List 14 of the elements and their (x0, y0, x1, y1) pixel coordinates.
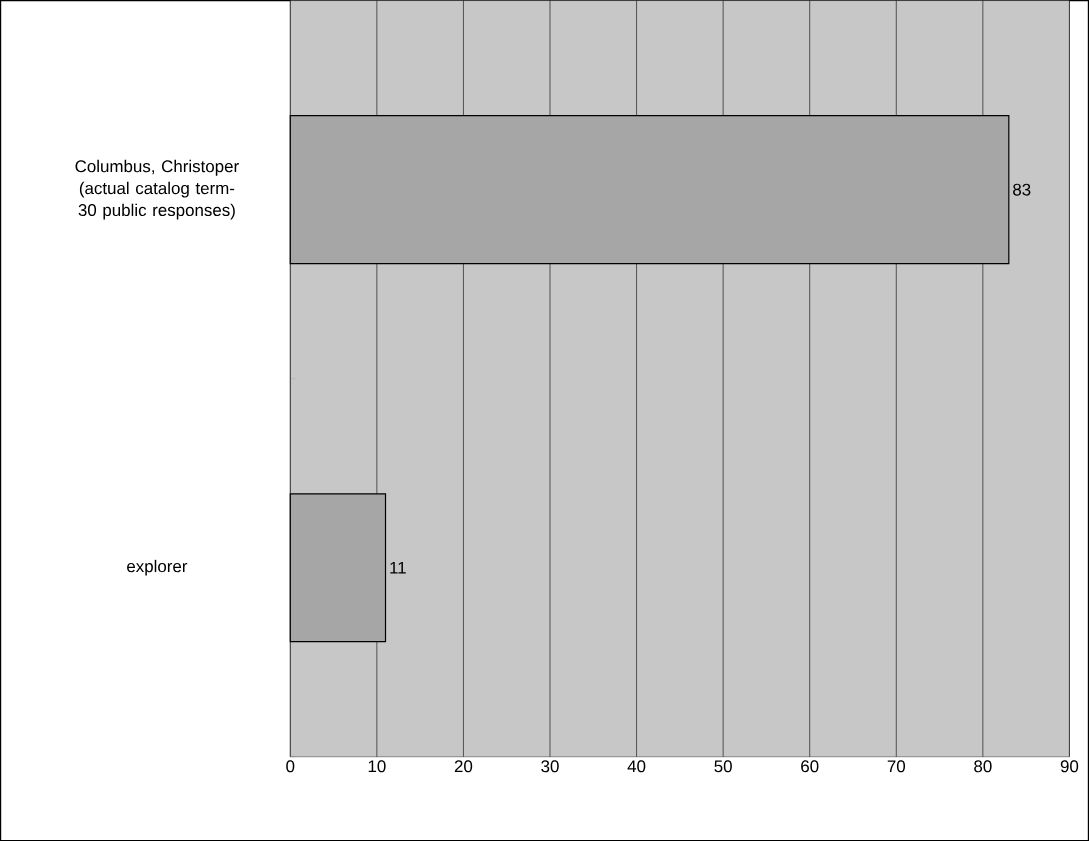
x-tick-label: 70 (887, 760, 906, 773)
x-tick-label: 20 (454, 760, 473, 773)
y-tick-label: explorer (127, 559, 188, 576)
x-tick-label: 30 (541, 760, 559, 773)
data-label: 83 (1013, 183, 1031, 196)
x-tick-label: 50 (714, 760, 732, 773)
x-tick-label: 60 (801, 760, 819, 773)
x-tick-label: 40 (627, 760, 646, 773)
data-label: 11 (390, 561, 406, 574)
y-tick-label: Columbus, Christoper (actual catalog term- 30 public responses) (75, 159, 239, 220)
x-tick-label: 0 (286, 760, 295, 773)
x-tick-label: 90 (1060, 760, 1079, 773)
x-tick-label: 10 (368, 760, 386, 773)
x-tick-label: 80 (974, 760, 992, 773)
